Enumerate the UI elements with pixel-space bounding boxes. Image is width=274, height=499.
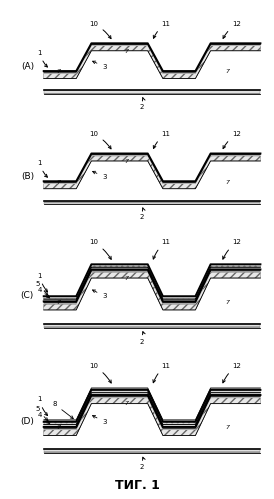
Text: 2: 2: [139, 332, 145, 345]
Text: 7: 7: [226, 69, 230, 74]
Text: (B): (B): [21, 172, 34, 181]
Text: 3: 3: [93, 290, 107, 299]
Polygon shape: [44, 388, 260, 422]
Text: 8: 8: [52, 401, 73, 419]
Text: 5: 5: [35, 280, 48, 295]
Text: 11: 11: [153, 363, 170, 383]
Text: 7: 7: [226, 180, 230, 185]
Text: ΤИГ. 1: ΤИГ. 1: [115, 479, 159, 492]
Polygon shape: [44, 324, 260, 327]
Polygon shape: [44, 90, 260, 94]
Text: 7: 7: [124, 401, 128, 407]
Polygon shape: [44, 267, 260, 301]
Text: 10: 10: [89, 131, 111, 149]
Text: 12: 12: [223, 20, 241, 38]
Polygon shape: [44, 390, 260, 425]
Text: 11: 11: [153, 20, 170, 38]
Text: 7: 7: [226, 425, 230, 430]
Polygon shape: [44, 46, 260, 78]
Polygon shape: [44, 269, 260, 304]
Text: 12: 12: [223, 131, 241, 149]
Text: 7: 7: [57, 425, 61, 430]
Text: 2: 2: [139, 98, 145, 109]
Text: 7: 7: [226, 300, 230, 305]
Text: 12: 12: [223, 363, 241, 383]
Polygon shape: [44, 449, 260, 453]
Text: 7: 7: [124, 48, 128, 53]
Polygon shape: [44, 156, 260, 189]
Text: 10: 10: [89, 239, 111, 259]
Text: 1: 1: [37, 272, 47, 292]
Text: 2: 2: [139, 457, 145, 470]
Polygon shape: [44, 201, 260, 204]
Text: 7: 7: [57, 180, 61, 185]
Text: 3: 3: [93, 416, 107, 425]
Text: 1: 1: [37, 160, 47, 177]
Text: 3: 3: [93, 61, 107, 70]
Text: 7: 7: [124, 276, 128, 281]
Text: 5: 5: [35, 406, 48, 421]
Text: 1: 1: [37, 396, 47, 416]
Text: 11: 11: [153, 239, 170, 259]
Polygon shape: [44, 395, 260, 430]
Polygon shape: [44, 154, 260, 184]
Text: 7: 7: [57, 69, 61, 74]
Polygon shape: [44, 264, 260, 299]
Text: (C): (C): [21, 291, 34, 300]
Text: 7: 7: [57, 300, 61, 305]
Text: 12: 12: [223, 239, 241, 259]
Text: (A): (A): [21, 61, 34, 70]
Text: 1: 1: [37, 50, 47, 67]
Text: 4: 4: [37, 412, 50, 424]
Polygon shape: [44, 272, 260, 310]
Polygon shape: [44, 393, 260, 427]
Text: 10: 10: [89, 363, 111, 383]
Polygon shape: [44, 398, 260, 436]
Text: 11: 11: [153, 131, 170, 149]
Text: (D): (D): [20, 417, 34, 426]
Text: 3: 3: [93, 171, 107, 180]
Text: 10: 10: [89, 20, 111, 38]
Polygon shape: [44, 43, 260, 73]
Text: 2: 2: [139, 208, 145, 220]
Text: 7: 7: [124, 159, 128, 164]
Text: 4: 4: [37, 287, 50, 298]
